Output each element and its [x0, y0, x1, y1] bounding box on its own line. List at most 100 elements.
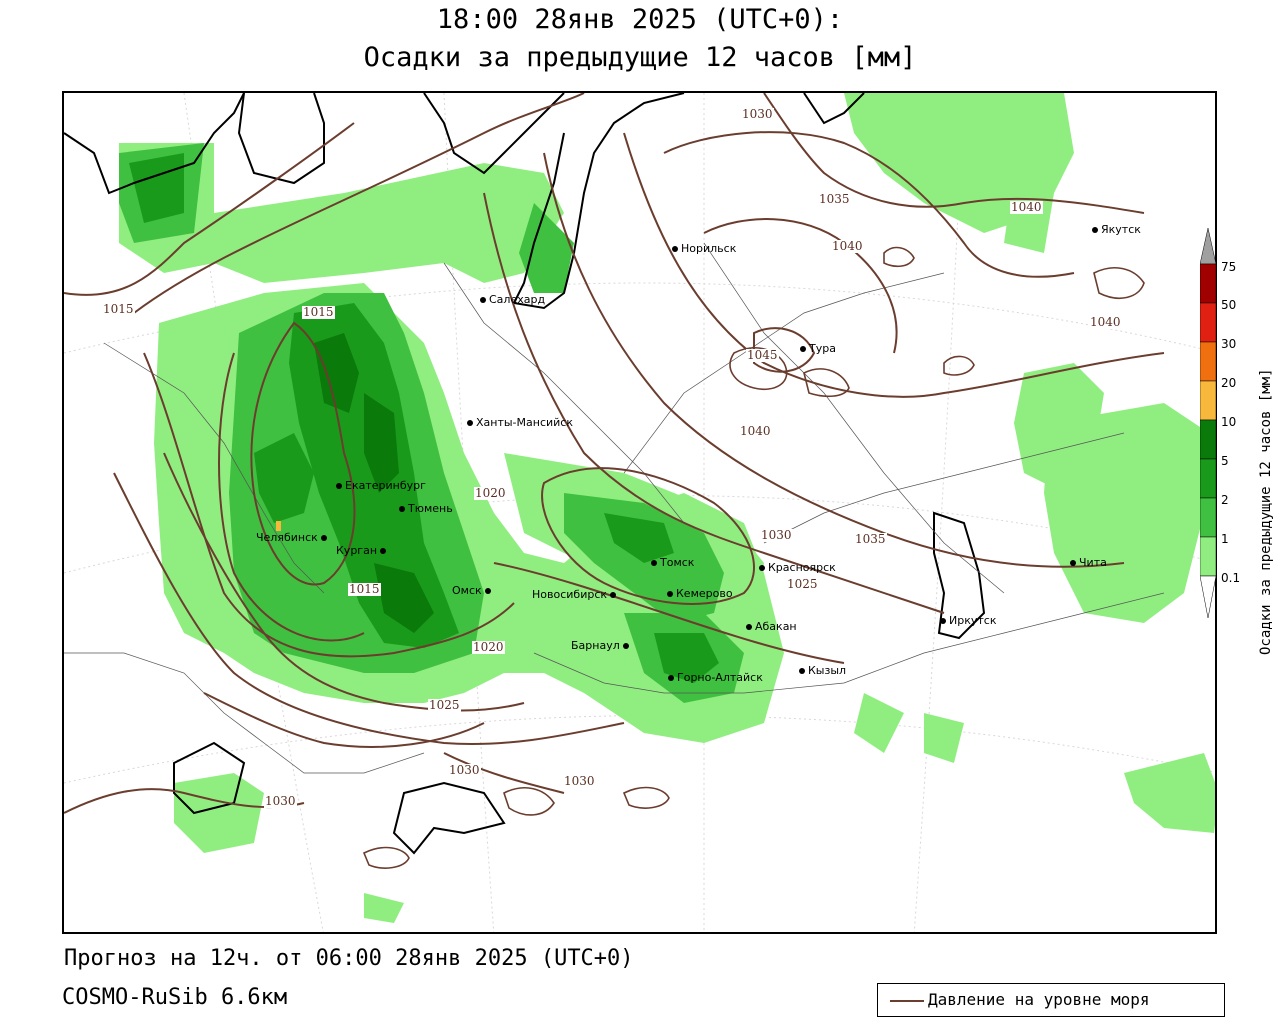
precipitation-map [64, 93, 1215, 932]
city-label: Новосибирск [532, 588, 608, 601]
city-label: Омск [452, 584, 482, 597]
city-dot [399, 506, 405, 512]
city-label: Тюмень [408, 502, 453, 515]
isobar-label: 1015 [102, 302, 135, 316]
colorbar-tick: 30 [1221, 337, 1237, 351]
isobar-label: 1030 [760, 528, 793, 542]
coastlines [64, 93, 986, 855]
city-marker: Норильск [672, 242, 736, 255]
isobars [64, 93, 1165, 814]
colorbar-title: Осадки за предыдущие 12 часов [мм] [1258, 368, 1274, 655]
legend-label: Давление на уровне моря [928, 990, 1150, 1009]
city-label: Иркутск [949, 614, 997, 627]
isobar-label: 1040 [739, 424, 772, 438]
city-label: Чита [1079, 556, 1107, 569]
city-dot [467, 420, 473, 426]
precip-colorbar [1200, 228, 1216, 619]
city-marker: Горно-Алтайск [668, 671, 763, 684]
city-label: Тура [809, 342, 836, 355]
city-dot [799, 668, 805, 674]
isobar-label: 1030 [563, 774, 596, 788]
city-marker: Тюмень [399, 502, 453, 515]
model-info: COSMO-RuSib 6.6км [62, 985, 288, 1010]
city-marker: Тура [800, 342, 836, 355]
city-dot [667, 591, 673, 597]
city-label: Абакан [755, 620, 797, 633]
colorbar-tick: 2 [1221, 493, 1229, 507]
city-label: Кызыл [808, 664, 847, 677]
colorbar-under-triangle [1200, 575, 1216, 619]
colorbar-bin-10 [1200, 419, 1216, 460]
colorbar-bin-5 [1200, 458, 1216, 499]
city-label: Курган [336, 544, 378, 557]
city-dot [1092, 227, 1098, 233]
colorbar-tick: 20 [1221, 376, 1237, 390]
forecast-info: Прогноз на 12ч. от 06:00 28янв 2025 (UTC… [64, 946, 634, 971]
city-marker: Красноярск [759, 561, 836, 574]
isobar-label: 1025 [786, 577, 819, 591]
colorbar-tick: 0.1 [1221, 571, 1241, 585]
precip-10-20mm [314, 333, 434, 633]
legend-line-swatch [890, 1000, 924, 1002]
colorbar-bin-20 [1200, 380, 1216, 421]
city-dot [622, 643, 629, 649]
isobar-label: 1020 [472, 640, 505, 654]
city-dot [800, 346, 806, 352]
city-dot [380, 548, 387, 554]
colorbar-bin-2 [1200, 497, 1216, 538]
isobar-label: 1015 [348, 582, 381, 596]
city-dot [1070, 560, 1076, 566]
city-marker: Томск [651, 556, 694, 569]
city-marker: Омск [452, 584, 494, 597]
colorbar-bin-30 [1200, 341, 1216, 382]
city-marker: Кызыл [799, 664, 846, 677]
city-dot [480, 297, 486, 303]
colorbar-tick: 5 [1221, 454, 1229, 468]
region-borders [64, 242, 1165, 774]
map-title: 18:00 28янв 2025 (UTC+0): [436, 4, 844, 35]
city-label: Горно-Алтайск [677, 671, 763, 684]
colorbar-bin-50 [1200, 302, 1216, 343]
city-marker: Абакан [746, 620, 797, 633]
isobar-legend: Давление на уровне моря [877, 983, 1225, 1017]
precip-20-30mm [276, 521, 281, 531]
city-label: Красноярск [768, 561, 836, 574]
colorbar-bin-1 [1200, 536, 1216, 577]
colorbar-tick: 10 [1221, 415, 1237, 429]
city-label: Барнаул [571, 639, 620, 652]
city-dot [940, 618, 946, 624]
city-marker: Кемерово [667, 587, 733, 600]
city-label: Томск [660, 556, 695, 569]
isobar-label: 1040 [1089, 315, 1122, 329]
isobar-label: 1045 [746, 348, 779, 362]
city-dot [651, 560, 657, 566]
isobar-label: 1025 [428, 698, 461, 712]
city-marker: Новосибирск [532, 588, 619, 601]
city-label: Кемерово [676, 587, 733, 600]
isobar-fragments [362, 246, 1145, 869]
colorbar-over-triangle [1200, 228, 1216, 265]
city-dot [668, 675, 674, 681]
city-dot [320, 535, 327, 541]
city-marker: Барнаул [571, 639, 632, 652]
city-marker: Курган [336, 544, 389, 557]
city-marker: Якутск [1092, 223, 1141, 236]
city-label: Салехард [489, 293, 546, 306]
colorbar-tick: 50 [1221, 298, 1237, 312]
city-dot [759, 565, 765, 571]
city-label: Норильск [681, 242, 737, 255]
city-label: Екатеринбург [345, 479, 426, 492]
city-marker: Салехард [480, 293, 545, 306]
isobar-label: 1035 [818, 192, 851, 206]
city-label: Якутск [1101, 223, 1141, 236]
map-subtitle: Осадки за предыдущие 12 часов [мм] [363, 42, 917, 73]
isobar-label: 1030 [264, 794, 297, 808]
colorbar-bin-75 [1200, 263, 1216, 304]
isobar-label: 1020 [474, 486, 507, 500]
colorbar-tick: 75 [1221, 260, 1237, 274]
isobar-label: 1035 [854, 532, 887, 546]
city-label: Ханты-Мансийск [476, 416, 573, 429]
city-dot [610, 592, 617, 598]
city-dot [746, 624, 752, 630]
isobar-label: 1040 [1010, 200, 1043, 214]
